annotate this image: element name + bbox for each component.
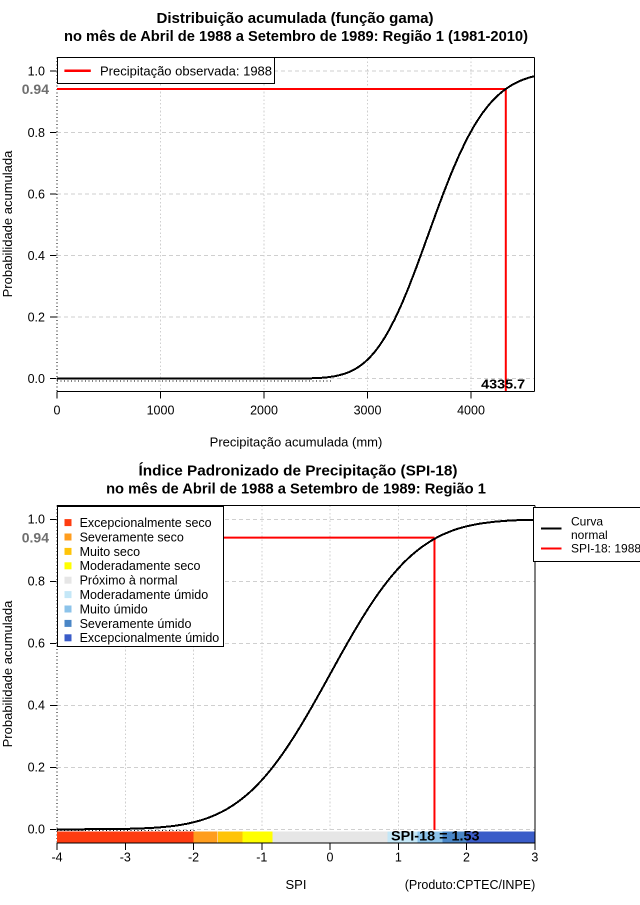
svg-text:Próximo à normal: Próximo à normal <box>80 574 178 588</box>
svg-text:-1: -1 <box>256 850 267 864</box>
svg-text:Precipitação observada: 1988: Precipitação observada: 1988 <box>100 64 272 79</box>
svg-text:0.8: 0.8 <box>28 575 45 589</box>
svg-text:0.0: 0.0 <box>28 372 45 386</box>
svg-text:Índice Padronizado de Precipit: Índice Padronizado de Precipitação (SPI-… <box>139 463 458 480</box>
svg-text:Probabilidade acumulada: Probabilidade acumulada <box>0 150 15 297</box>
svg-text:0: 0 <box>327 850 334 864</box>
svg-text:Precipitação acumulada (mm): Precipitação acumulada (mm) <box>210 435 383 450</box>
svg-text:1.0: 1.0 <box>28 513 45 527</box>
svg-text:0.4: 0.4 <box>28 249 45 263</box>
svg-text:1000: 1000 <box>147 403 175 417</box>
svg-text:0.94: 0.94 <box>22 530 49 546</box>
svg-text:SPI-18 = 1.53: SPI-18 = 1.53 <box>391 829 480 844</box>
svg-text:3: 3 <box>531 850 538 864</box>
svg-text:Moderadamente seco: Moderadamente seco <box>80 559 201 573</box>
svg-text:no mês de Abril de 1988 a Sete: no mês de Abril de 1988 a Setembro de 19… <box>64 29 528 45</box>
svg-text:4335.7: 4335.7 <box>481 377 525 391</box>
svg-text:Muito úmido: Muito úmido <box>80 602 148 616</box>
svg-text:normal: normal <box>571 528 608 542</box>
svg-text:1: 1 <box>395 850 402 864</box>
svg-text:0.2: 0.2 <box>28 310 45 324</box>
svg-text:-3: -3 <box>120 850 131 864</box>
svg-text:Curva: Curva <box>571 515 603 529</box>
svg-text:0.4: 0.4 <box>28 699 45 713</box>
svg-text:0.6: 0.6 <box>28 637 45 651</box>
svg-text:Severamente seco: Severamente seco <box>80 530 184 544</box>
svg-text:-4: -4 <box>51 850 62 864</box>
svg-text:Excepcionalmente seco: Excepcionalmente seco <box>80 516 212 530</box>
svg-text:1.0: 1.0 <box>28 64 45 78</box>
svg-text:Moderadamente úmido: Moderadamente úmido <box>80 588 209 602</box>
svg-text:Excepcionalmente úmido: Excepcionalmente úmido <box>80 631 220 645</box>
svg-text:Probabilidade acumulada: Probabilidade acumulada <box>0 600 15 747</box>
svg-text:0.8: 0.8 <box>28 126 45 140</box>
svg-text:0.2: 0.2 <box>28 761 45 775</box>
svg-text:Muito seco: Muito seco <box>80 545 140 559</box>
svg-text:2000: 2000 <box>250 403 278 417</box>
svg-text:2: 2 <box>463 850 470 864</box>
svg-text:SPI-18: 1988: SPI-18: 1988 <box>571 542 640 556</box>
svg-text:no mês de Abril de 1988 a Sete: no mês de Abril de 1988 a Setembro de 19… <box>106 482 486 498</box>
svg-text:-2: -2 <box>188 850 199 864</box>
svg-text:0.0: 0.0 <box>28 823 45 837</box>
svg-text:0: 0 <box>54 403 61 417</box>
svg-text:3000: 3000 <box>354 403 382 417</box>
svg-text:Distribuição acumulada (função: Distribuição acumulada (função gama) <box>157 11 434 27</box>
svg-text:0.94: 0.94 <box>22 81 49 97</box>
svg-text:Severamente úmido: Severamente úmido <box>80 617 192 631</box>
svg-text:SPI: SPI <box>286 877 307 892</box>
svg-text:0.6: 0.6 <box>28 187 45 201</box>
svg-text:(Produto:CPTEC/INPE): (Produto:CPTEC/INPE) <box>405 878 536 892</box>
svg-text:4000: 4000 <box>457 403 485 417</box>
